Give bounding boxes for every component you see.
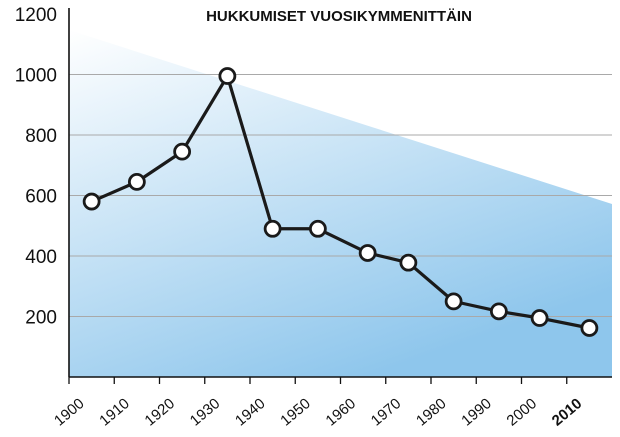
data-point-9 (489, 302, 508, 321)
x-tick-label-1950: 1950 (277, 395, 313, 429)
data-point-3 (218, 67, 237, 85)
x-tick-label-1940: 1940 (232, 395, 268, 429)
data-point-7 (399, 253, 418, 272)
y-tick-label-1000: 1000 (15, 66, 57, 87)
data-point-5 (308, 219, 327, 238)
x-tick-label-1920: 1920 (142, 395, 178, 429)
data-point-10 (530, 309, 549, 327)
x-tick-label-1980: 1980 (413, 395, 449, 429)
x-tick-label-2010: 2010 (549, 395, 585, 429)
data-point-6 (358, 244, 377, 262)
data-point-0 (82, 192, 101, 211)
x-tick-label-1970: 1970 (368, 395, 404, 429)
x-tick-label-1990: 1990 (458, 395, 494, 429)
data-point-8 (444, 292, 463, 311)
data-point-4 (263, 219, 282, 238)
chart-title: HUKKUMISET VUOSIKYMMENITTÄIN (206, 8, 472, 25)
x-tick-label-2000: 2000 (504, 395, 540, 429)
gradient-background (69, 30, 612, 377)
x-tick-label-1910: 1910 (96, 395, 132, 429)
y-tick-label-200: 200 (25, 308, 57, 329)
x-tick-label-1930: 1930 (187, 395, 223, 429)
data-point-11 (580, 319, 599, 337)
y-tick-label-800: 800 (25, 126, 57, 147)
y-tick-label-400: 400 (25, 247, 57, 268)
x-tick-label-1960: 1960 (323, 395, 359, 429)
y-tick-label-1200: 1200 (15, 5, 57, 26)
x-tick-label-1900: 1900 (51, 395, 87, 429)
y-tick-labels: 200 400 600 800 1000 1200 (15, 5, 57, 329)
x-tick-labels: 1900 1910 1920 1930 1940 1950 1960 1970 1980 1990… (51, 377, 585, 430)
data-points (82, 67, 599, 337)
y-tick-label-600: 600 (25, 187, 57, 208)
data-point-1 (127, 172, 146, 191)
data-point-2 (173, 142, 192, 161)
